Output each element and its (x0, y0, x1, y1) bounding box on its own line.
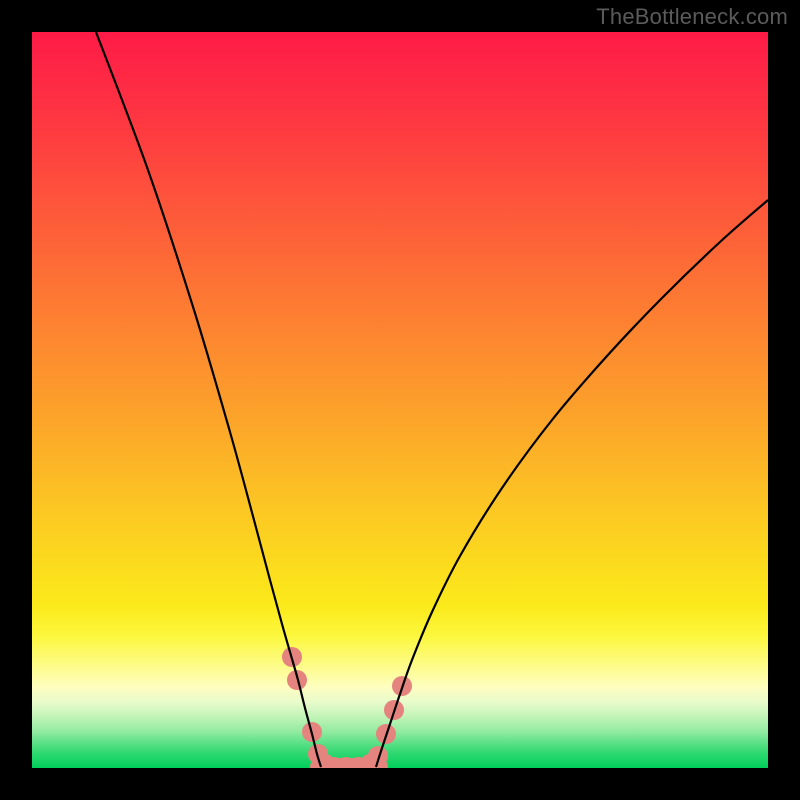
outer-frame: TheBottleneck.com (0, 0, 800, 800)
plot-area (32, 32, 768, 768)
chart-curves (32, 32, 768, 768)
watermark-text: TheBottleneck.com (596, 4, 788, 30)
curve-right (376, 200, 768, 767)
scatter-markers (282, 647, 412, 768)
